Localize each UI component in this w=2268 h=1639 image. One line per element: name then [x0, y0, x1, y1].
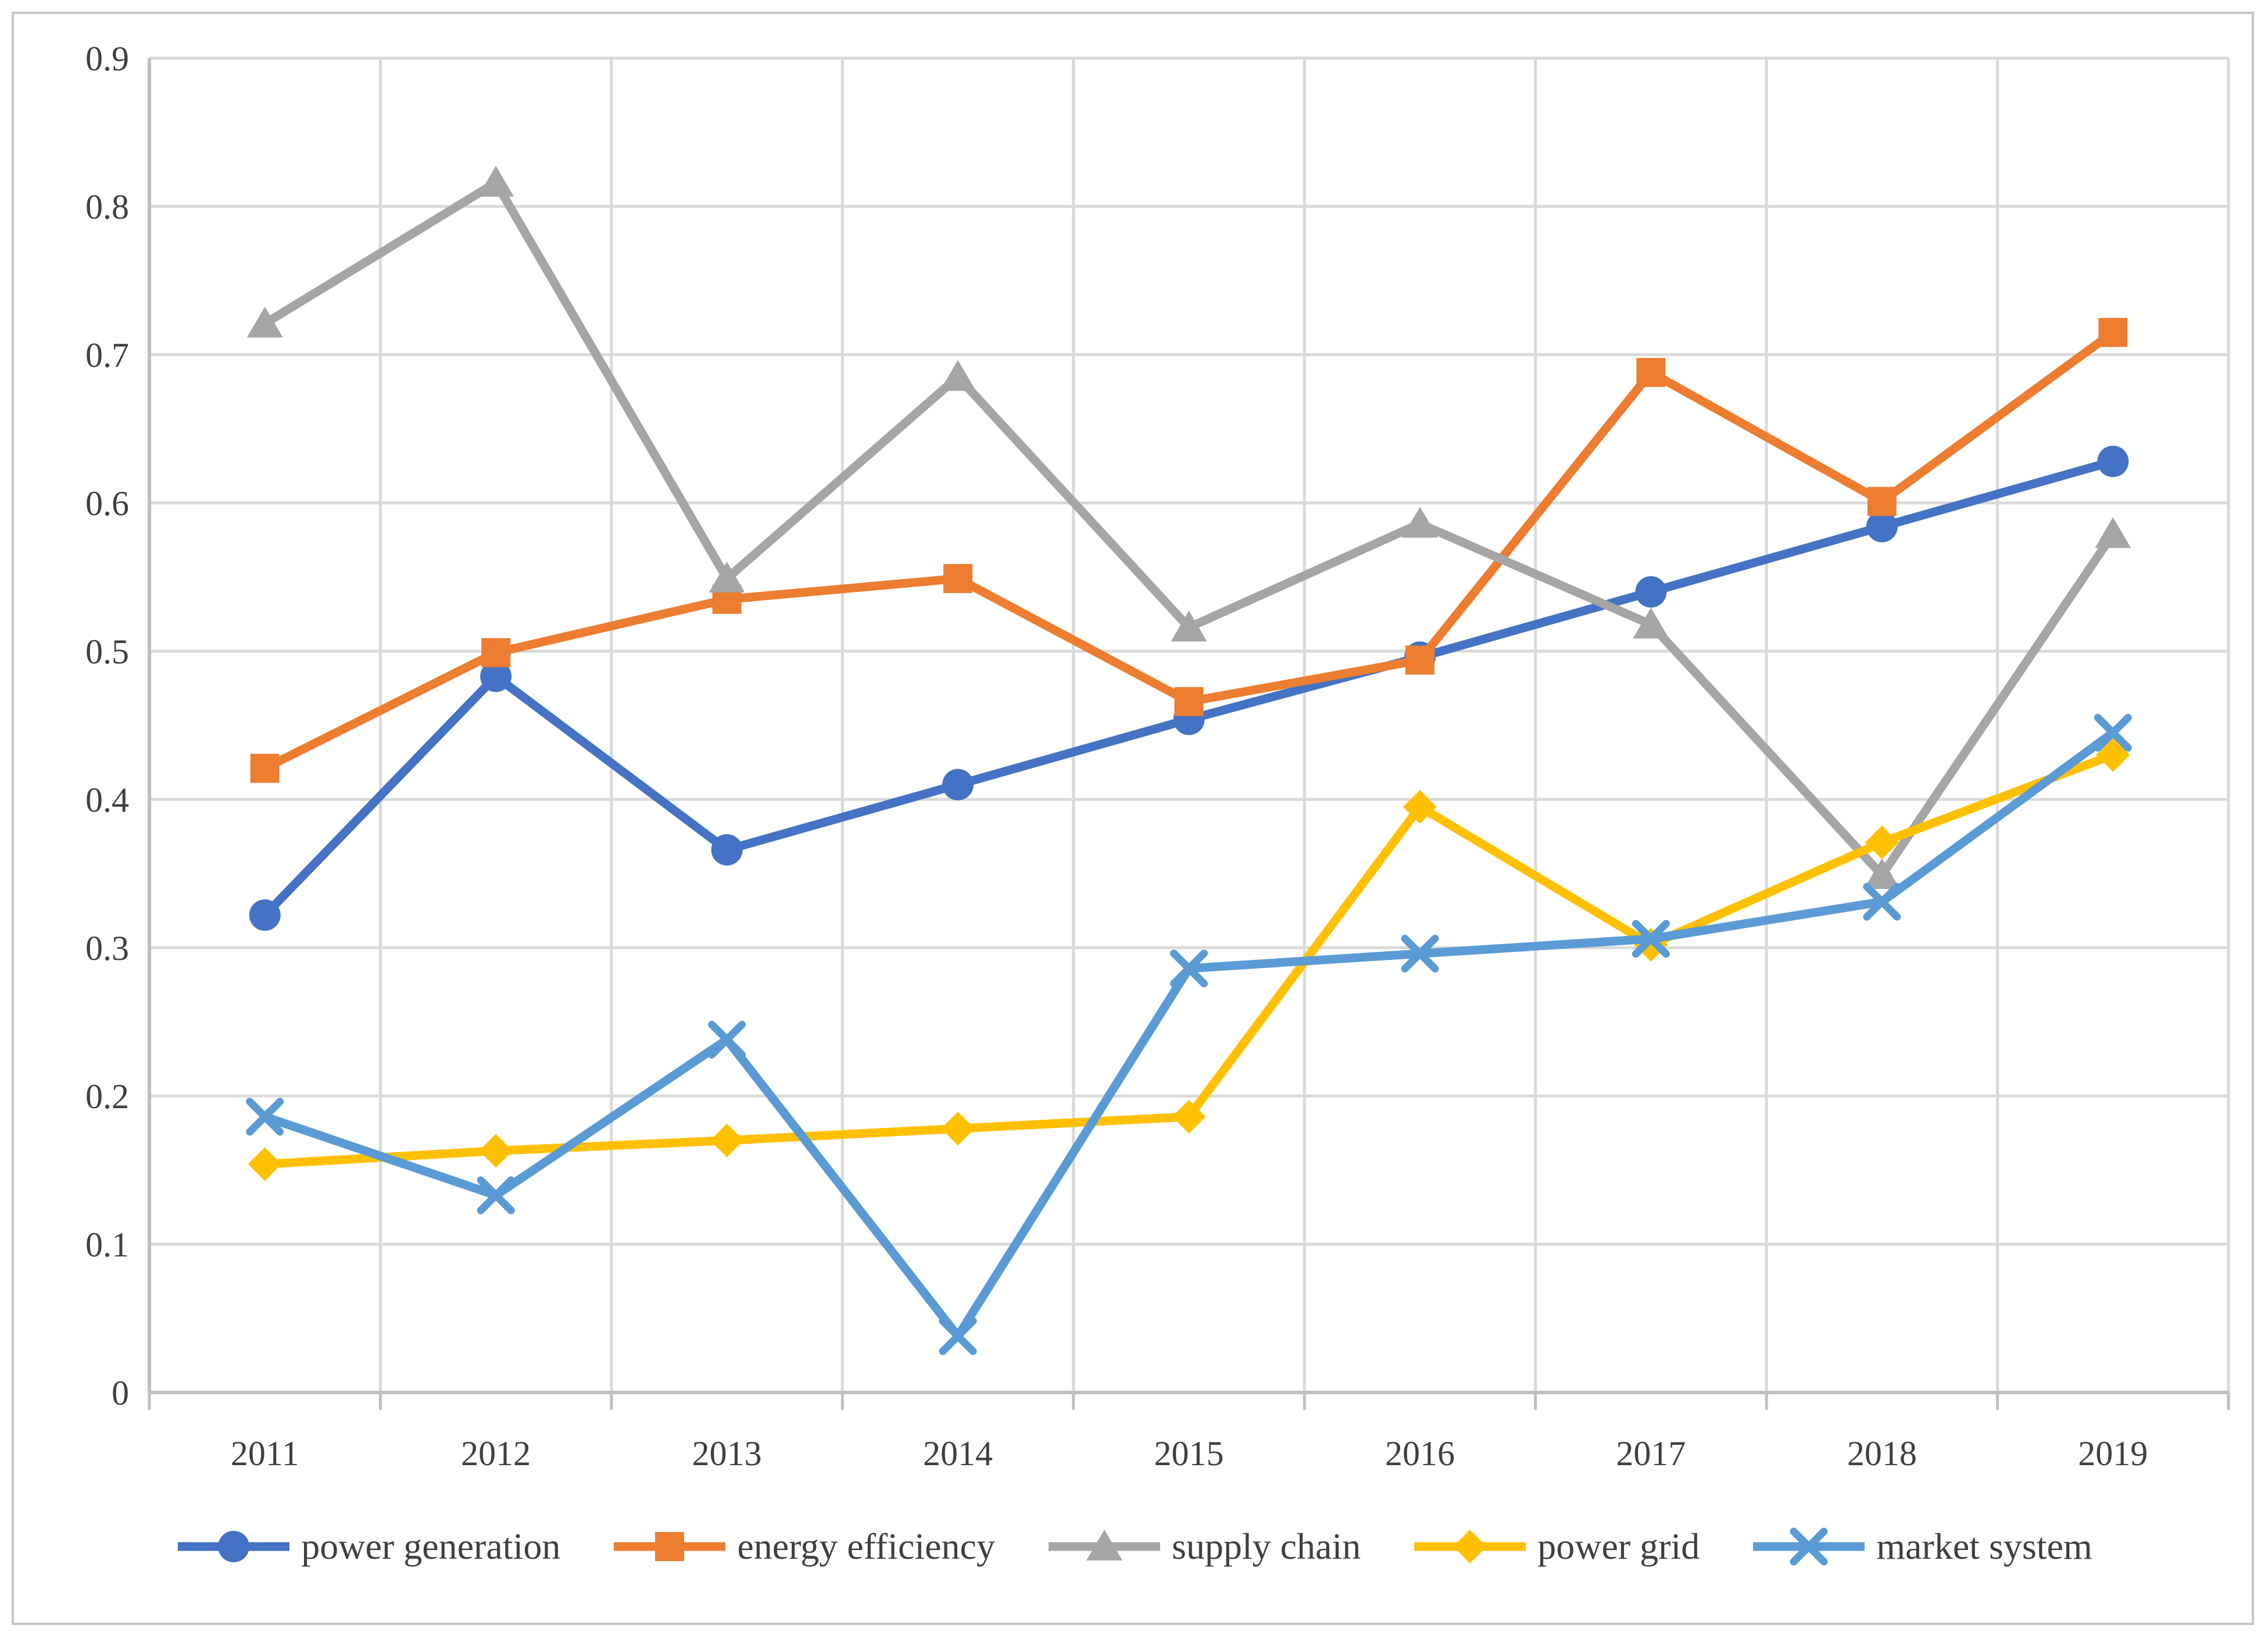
x-tick-label: 2011: [231, 1434, 299, 1473]
triangle-marker: [1171, 610, 1207, 642]
y-tick-label: 0.2: [85, 1077, 129, 1116]
legend-item-market-system: market system: [1751, 1523, 2092, 1570]
triangle-marker: [1633, 608, 1669, 639]
square-marker: [655, 1532, 685, 1561]
legend-label: power generation: [301, 1526, 561, 1567]
y-tick-label: 0: [112, 1374, 129, 1412]
square-marker: [250, 754, 280, 783]
x-tick-label: 2012: [461, 1434, 531, 1473]
x-tick-label: 2016: [1385, 1434, 1455, 1473]
legend-label: supply chain: [1171, 1526, 1361, 1567]
triangle-marker: [709, 562, 745, 593]
x-marker: [939, 1317, 977, 1355]
y-tick-label: 0.6: [85, 484, 129, 523]
circle-marker: [249, 899, 281, 931]
diamond-marker: [710, 1123, 744, 1158]
diamond-marker: [941, 1112, 975, 1146]
triangle-marker: [478, 166, 514, 197]
y-tick-label: 0.5: [85, 633, 129, 671]
legend-key-circle-icon: [178, 1531, 290, 1562]
x-marker: [1632, 920, 1670, 958]
triangle-marker: [1401, 506, 1438, 538]
legend-item-supply-chain: supply chain: [1046, 1523, 1361, 1570]
circle-marker: [942, 769, 974, 801]
legend-key-diamond-icon: [1414, 1530, 1526, 1563]
circle-marker: [480, 660, 512, 692]
diamond-marker: [2096, 738, 2130, 772]
circle-marker: [711, 834, 743, 866]
y-tick-label: 0.3: [85, 929, 129, 967]
x-marker: [1401, 934, 1439, 973]
x-tick-label: 2018: [1847, 1434, 1917, 1473]
legend-item-energy-efficiency: energy efficiency: [611, 1523, 995, 1570]
legend-key-square-icon: [614, 1532, 726, 1561]
legend-label: market system: [1876, 1526, 2092, 1567]
legend-label: energy efficiency: [737, 1526, 995, 1567]
diamond-marker: [479, 1134, 513, 1168]
legend-key-triangle-icon: [1048, 1530, 1160, 1561]
y-tick-label: 0.8: [85, 188, 129, 226]
y-tick-label: 0.1: [85, 1226, 129, 1264]
x-marker: [246, 1098, 284, 1136]
circle-marker: [2097, 445, 2129, 477]
circle-marker: [218, 1531, 250, 1562]
y-tick-label: 0.4: [85, 781, 129, 819]
legend-key-x-icon: [1753, 1527, 1865, 1566]
x-marker: [708, 1020, 746, 1059]
x-tick-label: 2017: [1616, 1434, 1686, 1473]
triangle-marker: [246, 306, 283, 338]
diamond-marker: [248, 1147, 282, 1181]
triangle-marker: [2095, 517, 2131, 548]
y-tick-label: 0.9: [85, 40, 129, 78]
series-line-supply-chain: [260, 178, 2117, 880]
diamond-marker: [1453, 1530, 1487, 1563]
legend-item-power-generation: power generation: [176, 1523, 560, 1570]
x-tick-label: 2013: [692, 1434, 762, 1473]
x-marker: [1863, 883, 1901, 921]
figure-border: [12, 12, 2254, 1625]
x-marker: [1790, 1527, 1828, 1566]
x-marker: [1170, 949, 1208, 988]
y-tick-label: 0.7: [85, 336, 129, 374]
diamond-marker: [1865, 825, 1899, 859]
triangle-marker: [1863, 858, 1900, 890]
x-tick-label: 2014: [923, 1434, 993, 1473]
square-marker: [1405, 645, 1435, 675]
x-tick-label: 2019: [2078, 1434, 2148, 1473]
triangle-marker: [1086, 1530, 1122, 1561]
triangle-marker: [940, 360, 976, 391]
legend: power generation energy efficiency supply …: [0, 1506, 2268, 1587]
x-marker: [2094, 713, 2132, 752]
square-marker: [2098, 317, 2128, 347]
circle-marker: [1866, 510, 1898, 542]
x-marker: [477, 1176, 515, 1215]
legend-label: power grid: [1537, 1526, 1700, 1567]
diamond-marker: [1172, 1099, 1206, 1134]
diamond-marker: [1403, 790, 1437, 824]
square-marker: [943, 564, 973, 594]
square-marker: [1174, 687, 1204, 716]
circle-marker: [1635, 576, 1667, 608]
legend-item-power-grid: power grid: [1412, 1523, 1700, 1570]
x-tick-label: 2015: [1154, 1434, 1224, 1473]
square-marker: [1636, 358, 1666, 387]
square-marker: [1867, 487, 1897, 516]
square-marker: [481, 638, 511, 667]
